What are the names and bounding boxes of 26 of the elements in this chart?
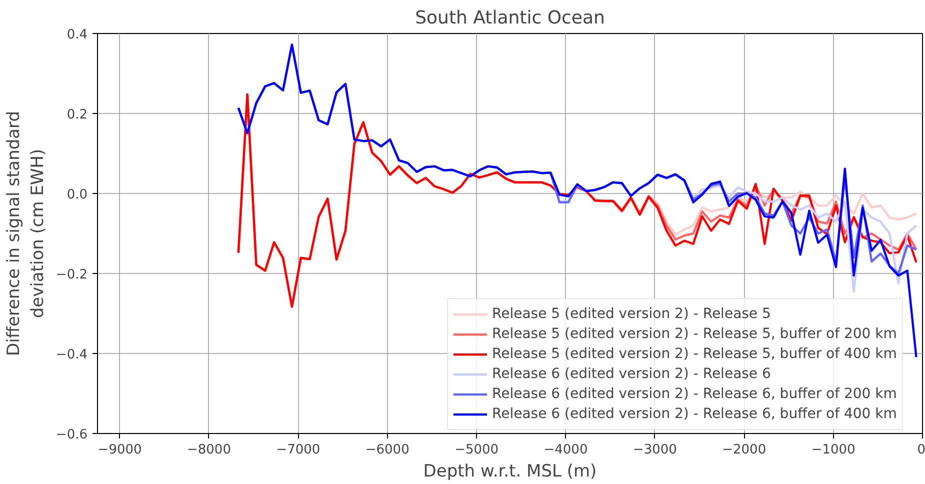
chart-title: South Atlantic Ocean <box>415 8 605 28</box>
x-tick-label: −9000 <box>98 442 142 458</box>
x-tick-label: −5000 <box>454 442 499 458</box>
x-axis-title: Depth w.r.t. MSL (m) <box>423 462 597 482</box>
x-tick-label: −4000 <box>544 442 588 458</box>
y-tick-label: −0.6 <box>56 428 88 442</box>
x-tick-label: −6000 <box>365 442 410 458</box>
x-tick-label: −1000 <box>811 442 856 458</box>
x-tick-label: −3000 <box>632 442 677 458</box>
legend-label: Release 5 (edited version 2) - Release 5, buffer of 400 km <box>492 346 897 362</box>
y-tick-label: 0.2 <box>66 108 88 122</box>
x-tick-label: −8000 <box>187 442 231 458</box>
x-tick-label: −7000 <box>276 442 320 458</box>
legend-label: Release 6 (edited version 2) - Release 6, buffer of 200 km <box>492 386 897 402</box>
y-tick-label: 0.0 <box>66 188 88 202</box>
y-tick-label: −0.4 <box>56 348 88 362</box>
legend-label: Release 6 (edited version 2) - Release 6, buffer of 400 km <box>492 406 897 422</box>
y-tick-label: −0.2 <box>56 268 88 282</box>
x-tick-label: 0 <box>917 442 925 458</box>
legend-label: Release 5 (edited version 2) - Release 5, buffer of 200 km <box>492 326 897 342</box>
line-series <box>237 44 918 358</box>
x-tick-label: −2000 <box>722 442 766 458</box>
legend-label: Release 5 (edited version 2) - Release 5 <box>492 306 771 322</box>
y-axis-title: Difference in signal standard deviation (cm EWH) <box>4 110 48 356</box>
legend-label: Release 6 (edited version 2) - Release 6 <box>492 366 771 382</box>
y-tick-label: 0.4 <box>66 28 88 42</box>
